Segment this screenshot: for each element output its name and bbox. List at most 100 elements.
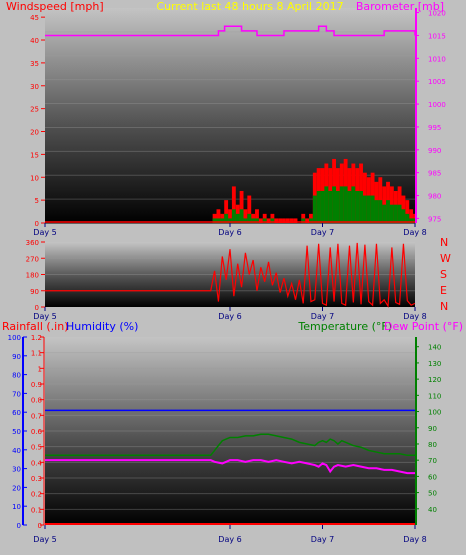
rainfall-y-tick-label: 0.2 [31, 491, 42, 499]
wind-average-bar [370, 195, 375, 223]
wind-average-bar [247, 213, 252, 223]
windspeed-y-tick-label: 45 [30, 14, 39, 22]
compass-letter: E [440, 284, 447, 297]
windspeed-y-tick-label: 15 [30, 151, 39, 159]
temperature-y-tick-label: 130 [428, 360, 441, 368]
barometer-y-tick-label: 1020 [428, 10, 446, 18]
barometer-y-tick-label: 1015 [428, 32, 446, 40]
wind-average-bar [351, 186, 356, 223]
direction-x-tick-label: Day 6 [218, 312, 241, 321]
wind-average-bar [405, 213, 410, 223]
humidity-y-tick-label: 40 [12, 447, 21, 455]
humidity-y-tick-label: 50 [12, 428, 21, 436]
compass-letter: W [440, 252, 451, 265]
wind-average-bar [224, 213, 229, 223]
barometer-y-tick-label: 980 [428, 193, 441, 201]
temperature-y-tick-label: 140 [428, 344, 441, 352]
rainfall-y-tick-label: 0.9 [31, 381, 42, 389]
wind-average-bar [251, 218, 256, 223]
rainfall-y-tick-label: 0.6 [31, 428, 43, 436]
wind-gust-bar [231, 186, 236, 223]
temperature-x-tick-label: Day 7 [311, 535, 334, 544]
humidity-y-tick-label: 70 [12, 390, 21, 398]
wind-average-bar [355, 190, 360, 223]
direction-y-tick-label: 180 [26, 272, 39, 280]
wind-x-tick-label: Day 5 [33, 228, 56, 237]
wind-average-bar [231, 209, 236, 223]
wind-average-bar [409, 218, 414, 223]
wind-average-bar [339, 186, 344, 223]
direction-y-tick-label: 270 [26, 255, 39, 263]
windspeed-y-tick-label: 10 [30, 174, 39, 182]
temperature-series-line [45, 433, 415, 457]
temperature-y-tick-label: 90 [428, 425, 437, 433]
wind-direction-series-line [45, 242, 416, 309]
wind-gust-bar [274, 218, 279, 223]
wind-gust-bar [243, 209, 248, 223]
temperature-y-tick-label: 60 [428, 473, 437, 481]
wind-average-bar [328, 190, 333, 223]
wind-average-bar [343, 186, 348, 223]
wind-average-bar [262, 218, 267, 223]
wind-gust-bar [293, 218, 298, 223]
wind-average-bar [316, 190, 321, 223]
wind-average-bar [389, 204, 394, 223]
wind-average-bar [243, 218, 248, 223]
humidity-axis-label: Humidity (%) [66, 320, 138, 333]
temperature-y-tick-label: 40 [428, 506, 437, 514]
humidity-y-tick-label: 100 [8, 334, 21, 342]
direction-y-tick-label: 90 [30, 288, 39, 296]
wind-x-tick-label: Day 8 [403, 228, 426, 237]
wind-average-bar [393, 204, 398, 223]
rainfall-y-tick-label: 0.5 [31, 444, 42, 452]
humidity-y-tick-label: 60 [12, 409, 21, 417]
wind-gust-bar [285, 218, 290, 223]
wind-average-bar [401, 209, 406, 223]
temperature-y-tick-label: 70 [428, 457, 437, 465]
rainfall-y-tick-label: 1 [38, 365, 42, 373]
wind-average-bar [347, 190, 352, 223]
wind-average-bar [374, 200, 379, 223]
wind-gust-bar [389, 186, 394, 223]
wind-gust-bar [382, 186, 387, 223]
barometer-y-tick-label: 975 [428, 215, 441, 223]
rainfall-y-tick-label: 0.4 [31, 459, 43, 467]
temperature-y-tick-label: 120 [428, 376, 441, 384]
wind-average-bar [216, 218, 221, 223]
wind-average-bar [312, 195, 317, 223]
wind-average-bar [270, 218, 275, 223]
barometer-y-tick-label: 1010 [428, 55, 446, 63]
wind-gust-bar [278, 218, 283, 223]
direction-x-tick-label: Day 8 [403, 312, 426, 321]
wind-average-bar [255, 218, 259, 223]
temperature-axis-label: Temperature (°F) [297, 320, 392, 333]
rainfall-axis-label: Rainfall (.in) [2, 320, 69, 333]
wind-average-bar [324, 186, 329, 223]
barometer-y-tick-label: 1000 [428, 101, 446, 109]
rainfall-y-tick-label: 0.1 [31, 506, 42, 514]
wind-average-bar [320, 190, 325, 223]
humidity-y-tick-label: 20 [12, 484, 21, 492]
windspeed-y-tick-label: 40 [30, 37, 39, 45]
windspeed-y-tick-label: 35 [30, 60, 39, 68]
wind-average-bar [239, 209, 244, 223]
direction-x-tick-label: Day 7 [311, 312, 334, 321]
wind-average-bar [378, 200, 383, 223]
wind-gust-bar [239, 190, 244, 223]
wind-average-bar [309, 218, 313, 223]
wind-average-bar [332, 186, 336, 223]
wind-gust-bar [282, 218, 286, 223]
wind-gust-bar [224, 200, 229, 223]
windspeed-axis-label: Windspeed [mph] [6, 0, 104, 13]
rainfall-y-tick-label: 0.3 [31, 475, 42, 483]
windspeed-y-tick-label: 20 [30, 129, 39, 137]
humidity-y-tick-label: 80 [12, 372, 21, 380]
dewpoint-axis-label: Dew Point (°F) [384, 320, 463, 333]
wind-x-tick-label: Day 7 [311, 228, 334, 237]
windspeed-y-tick-label: 0 [35, 220, 39, 228]
wind-average-bar [386, 200, 390, 223]
temperature-y-tick-label: 110 [428, 392, 441, 400]
rainfall-y-tick-label: 1.1 [31, 350, 42, 358]
wind-gust-bar [255, 209, 259, 223]
